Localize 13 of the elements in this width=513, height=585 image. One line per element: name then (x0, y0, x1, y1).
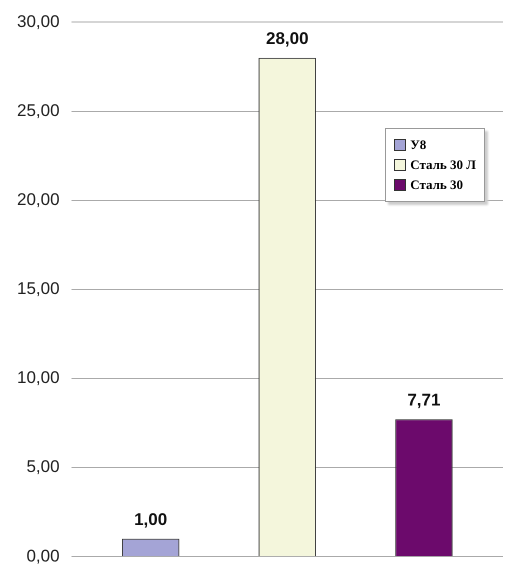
data-label: 7,71 (407, 390, 440, 410)
y-tick-label: 20,00 (16, 190, 60, 210)
legend-label: Сталь 30 Л (410, 157, 476, 173)
y-tick-label: 10,00 (16, 368, 60, 388)
legend-label: Сталь 30 (410, 177, 464, 193)
data-label: 1,00 (134, 510, 168, 529)
y-tick-label: 30,00 (16, 12, 60, 31)
legend-label: У8 (410, 137, 426, 153)
y-tick-label: 15,00 (16, 279, 60, 298)
data-label: 28,00 (266, 29, 309, 48)
y-tick-label: 0,00 (26, 546, 60, 566)
y-tick-label: 25,00 (16, 100, 60, 120)
y-tick-label: 5,00 (26, 457, 60, 476)
